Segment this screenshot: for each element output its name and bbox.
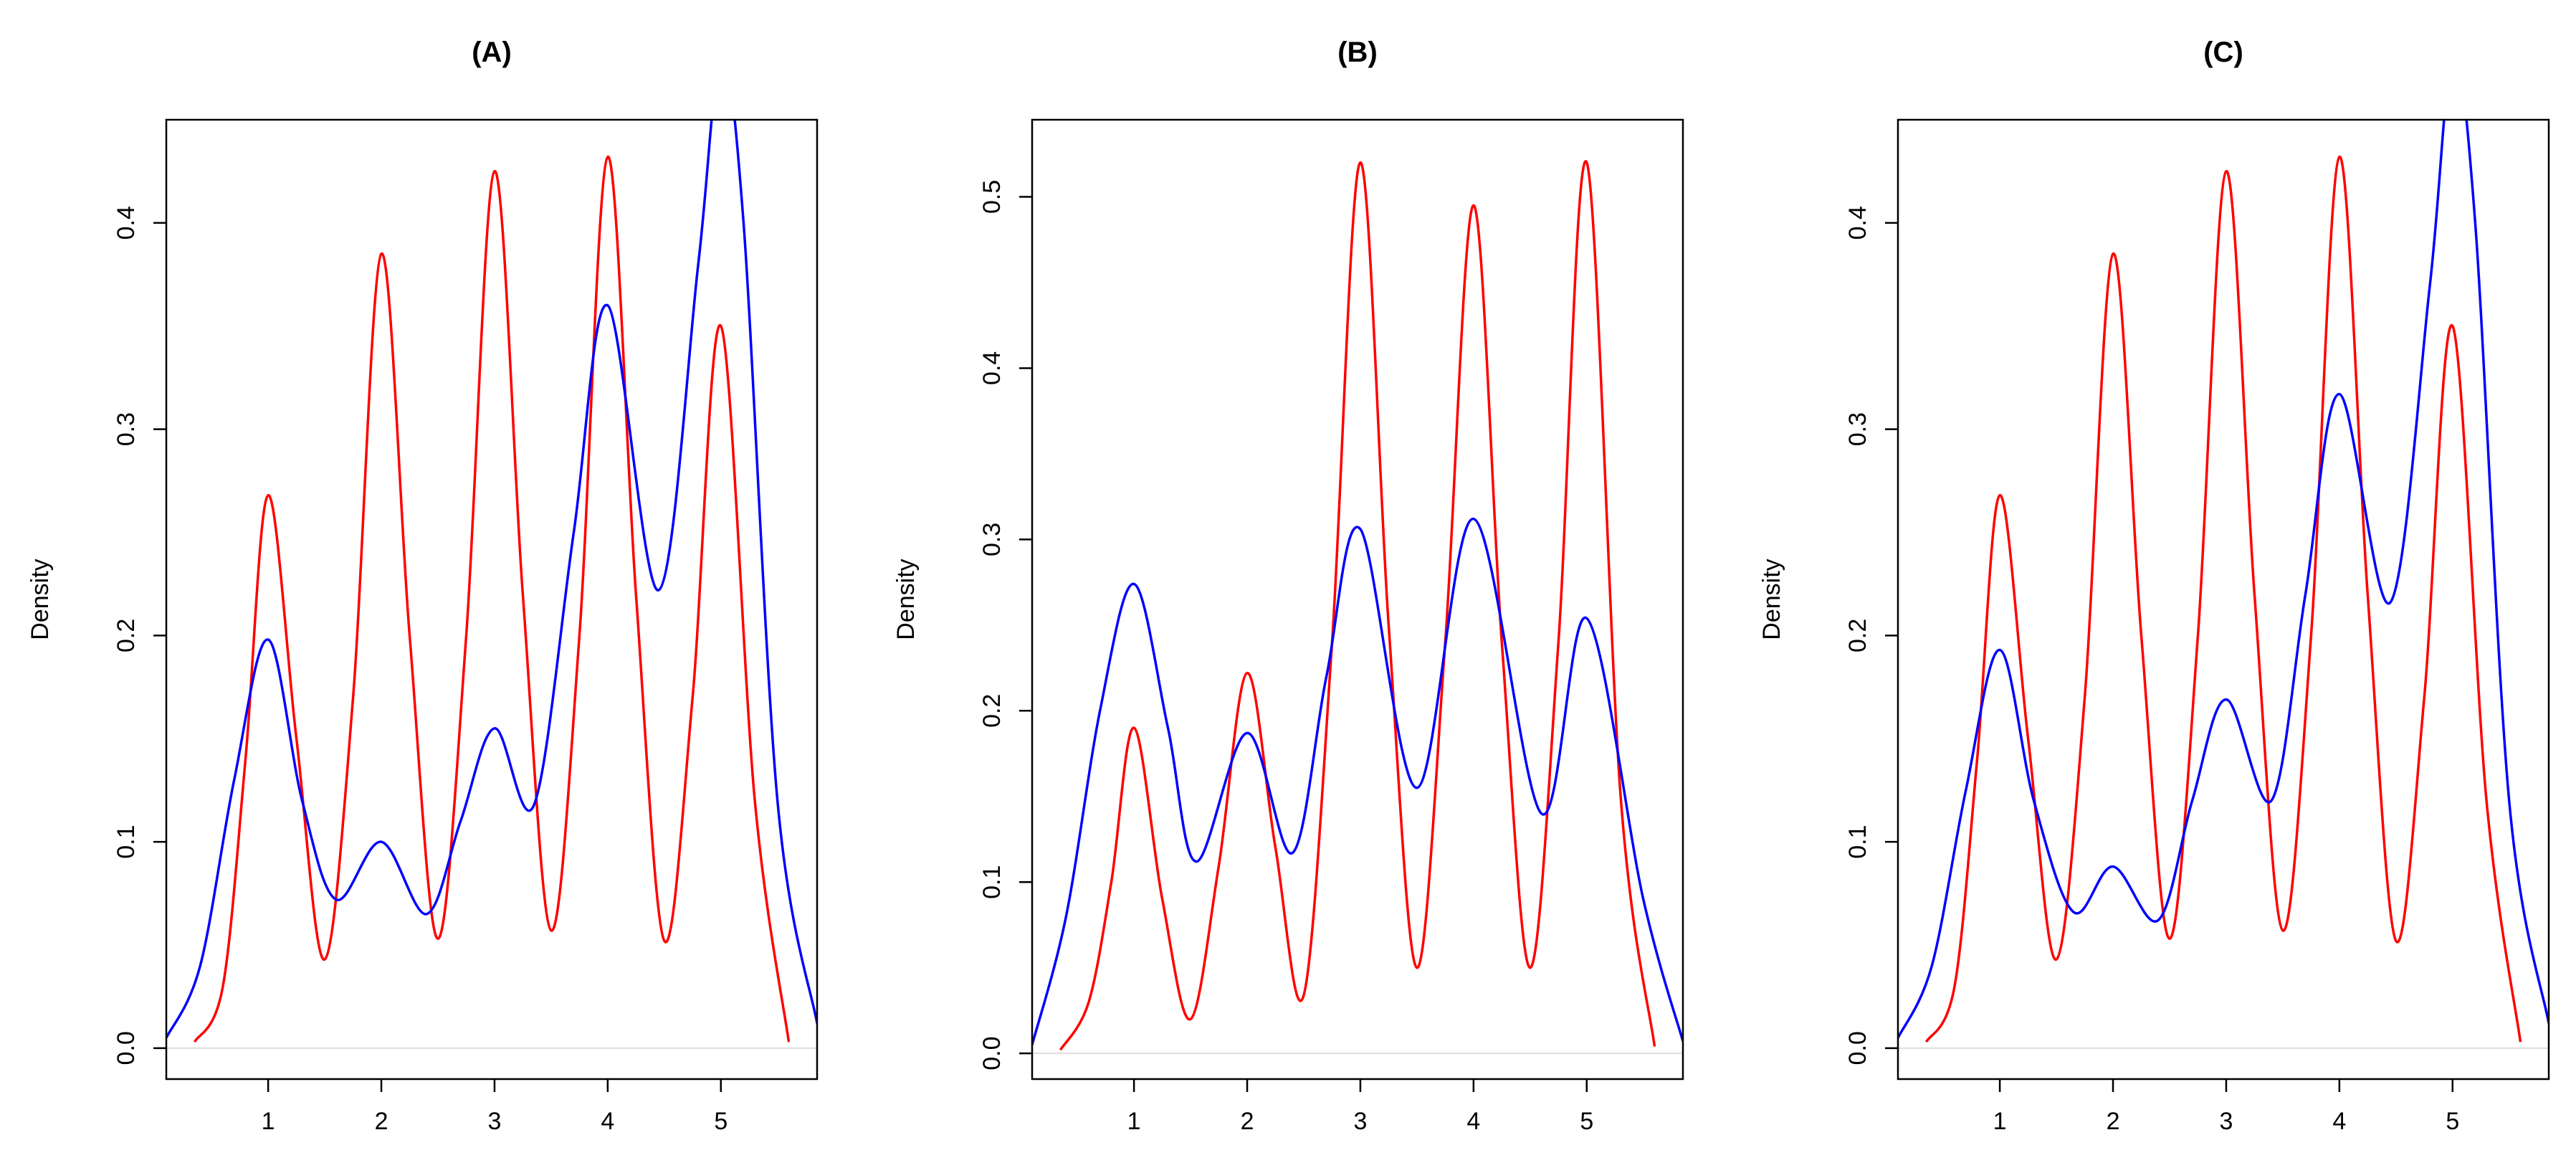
- panel-title: (B): [1337, 37, 1378, 68]
- panel-2: (B) Density 1 2 3 4 5 0.0 0.1 0.2 0.3 0.4 0.5: [892, 37, 1684, 1135]
- panel-title: (C): [2203, 37, 2243, 68]
- y-tick-label: 0.1: [978, 865, 1006, 899]
- y-axis-label: Density: [27, 559, 54, 640]
- y-axis-label: Density: [1758, 559, 1785, 640]
- x-tick-label: 3: [2219, 1108, 2233, 1135]
- panel-title: (A): [472, 37, 512, 68]
- y-tick-label: 0.2: [113, 619, 140, 652]
- y-tick-label: 0.0: [1844, 1031, 1871, 1065]
- plot-frame: [1031, 118, 1684, 1081]
- y-tick-label: 0.3: [978, 523, 1006, 556]
- y-tick-label: 0.0: [978, 1037, 1006, 1070]
- x-tick-label: 3: [1353, 1108, 1367, 1135]
- y-tick-label: 0.5: [978, 180, 1006, 214]
- x-tick-label: 2: [2107, 1108, 2120, 1135]
- x-tick-label: 5: [714, 1108, 728, 1135]
- plot-frame: [165, 118, 819, 1081]
- x-tick-label: 2: [1241, 1108, 1254, 1135]
- x-tick-label: 1: [262, 1108, 275, 1135]
- density-curve-red: [1059, 160, 1656, 1051]
- density-curve-blue: [166, 120, 817, 1039]
- density-curve-blue: [1032, 517, 1683, 1045]
- y-tick-label: 0.2: [1844, 619, 1871, 652]
- y-tick-label: 0.4: [978, 351, 1006, 385]
- panel-1: (A) Density 1 2 3 4 5 0.0 0.1 0.2 0.3 0.4: [27, 37, 819, 1135]
- y-tick-label: 0.1: [113, 825, 140, 858]
- x-tick-label: 2: [375, 1108, 388, 1135]
- x-tick-label: 4: [1466, 1108, 1480, 1135]
- y-tick-label: 0.4: [113, 206, 140, 239]
- x-tick-label: 3: [487, 1108, 501, 1135]
- y-axis-label: Density: [892, 559, 920, 640]
- density-curve-red: [1924, 156, 2522, 1043]
- y-tick-label: 0.3: [1844, 412, 1871, 446]
- x-tick-label: 1: [1127, 1108, 1141, 1135]
- y-tick-label: 0.0: [113, 1031, 140, 1065]
- x-tick-label: 5: [1580, 1108, 1593, 1135]
- panel-3: (C) Density 1 2 3 4 5 0.0 0.1 0.2 0.3 0.4: [1758, 37, 2550, 1135]
- x-tick-label: 1: [1993, 1108, 2007, 1135]
- y-tick-label: 0.2: [978, 694, 1006, 728]
- y-tick-label: 0.1: [1844, 825, 1871, 858]
- y-tick-label: 0.4: [1844, 206, 1871, 239]
- plot-frame: [1897, 118, 2550, 1081]
- x-tick-label: 5: [2446, 1108, 2459, 1135]
- y-tick-label: 0.3: [113, 412, 140, 446]
- density-curve-red: [193, 156, 791, 1043]
- x-tick-label: 4: [2332, 1108, 2346, 1135]
- density-curve-blue: [1898, 120, 2549, 1039]
- x-tick-label: 4: [601, 1108, 614, 1135]
